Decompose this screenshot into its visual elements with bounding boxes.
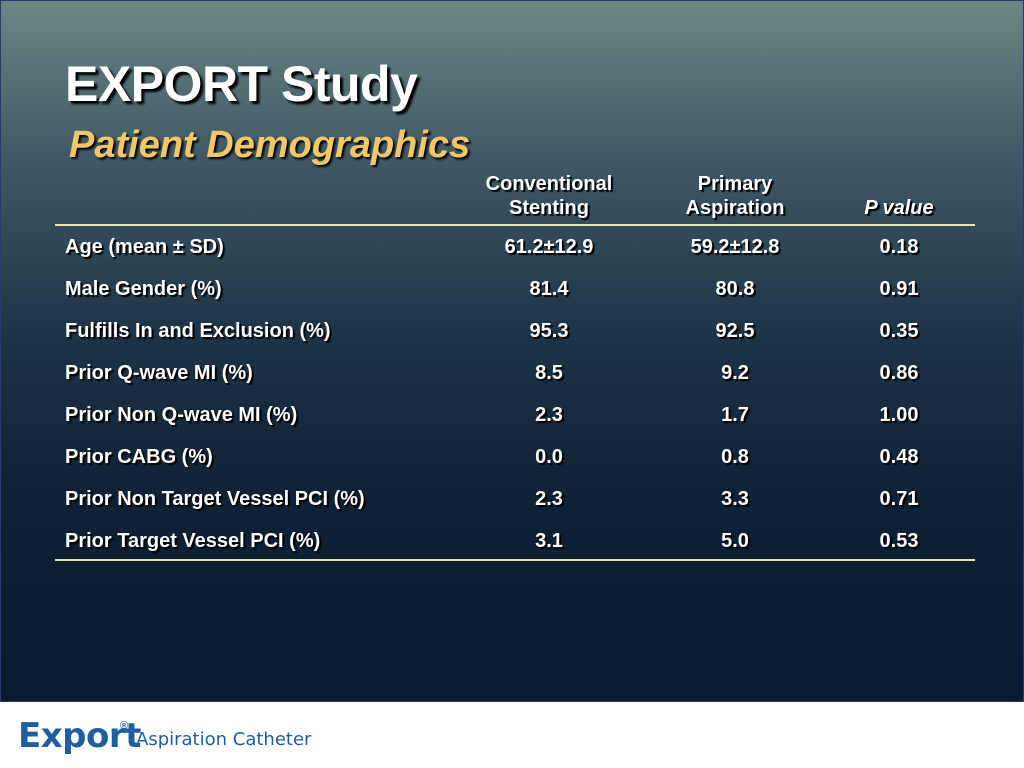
table-row: Age (mean ± SD) 61.2±12.9 59.2±12.8 0.18 — [1, 232, 1024, 274]
p-value: 1.00 — [879, 404, 919, 426]
primary-aspiration-value: 59.2±12.8 — [690, 236, 780, 258]
registered-mark: ® — [120, 720, 129, 732]
primary-aspiration-value: 1.7 — [721, 404, 749, 426]
table-row: Prior Target Vessel PCI (%) 3.1 5.0 0.53 — [1, 526, 1024, 568]
column-header-line: Conventional — [485, 173, 613, 195]
row-label: Fulfills In and Exclusion (%) — [65, 320, 331, 342]
column-header-line: Stenting — [509, 197, 589, 219]
logo-wordmark: Export — [18, 716, 141, 756]
row-label: Age (mean ± SD) — [65, 236, 224, 258]
row-label: Prior Non Q-wave MI (%) — [65, 404, 298, 426]
p-value: 0.91 — [879, 278, 919, 300]
primary-aspiration-value: 3.3 — [721, 488, 749, 510]
primary-aspiration-value: 0.8 — [721, 446, 749, 468]
conventional-stenting-value: 61.2±12.9 — [504, 236, 594, 258]
column-header-conventional-stenting: Conventional Stenting — [469, 172, 629, 220]
p-value: 0.86 — [879, 362, 919, 384]
table-row: Male Gender (%) 81.4 80.8 0.91 — [1, 274, 1024, 316]
table-top-rule — [55, 224, 975, 226]
row-label: Male Gender (%) — [65, 278, 222, 300]
p-value: 0.48 — [879, 446, 919, 468]
table-row: Prior Non Q-wave MI (%) 2.3 1.7 1.00 — [1, 400, 1024, 442]
conventional-stenting-value: 81.4 — [529, 278, 569, 300]
primary-aspiration-value: 9.2 — [721, 362, 749, 384]
primary-aspiration-value: 80.8 — [715, 278, 755, 300]
conventional-stenting-value: 8.5 — [535, 362, 563, 384]
slide-subtitle: Patient Demographics — [69, 124, 471, 166]
column-header-line: Aspiration — [685, 197, 785, 219]
table-row: Prior CABG (%) 0.0 0.8 0.48 — [1, 442, 1024, 484]
p-value: 0.71 — [879, 488, 919, 510]
table-row: Fulfills In and Exclusion (%) 95.3 92.5 0.3… — [1, 316, 1024, 358]
p-value: 0.53 — [879, 530, 919, 552]
column-header-p-value: P value — [819, 196, 979, 220]
footer-bar: Export ® Aspiration Catheter — [0, 702, 1024, 768]
primary-aspiration-value: 92.5 — [715, 320, 755, 342]
column-header-line: Primary — [697, 173, 773, 195]
table-row: Prior Q-wave MI (%) 8.5 9.2 0.86 — [1, 358, 1024, 400]
p-value: 0.35 — [879, 320, 919, 342]
row-label: Prior Target Vessel PCI (%) — [65, 530, 321, 552]
primary-aspiration-value: 5.0 — [721, 530, 749, 552]
conventional-stenting-value: 95.3 — [529, 320, 569, 342]
p-value: 0.18 — [879, 236, 919, 258]
conventional-stenting-value: 3.1 — [535, 530, 563, 552]
row-label: Prior CABG (%) — [65, 446, 213, 468]
conventional-stenting-value: 2.3 — [535, 404, 563, 426]
slide-title: EXPORT Study — [65, 56, 418, 112]
column-header-line: P value — [864, 197, 934, 219]
row-label: Prior Q-wave MI (%) — [65, 362, 253, 384]
slide-background: EXPORT Study Patient Demographics Conven… — [0, 0, 1024, 702]
table-row: Prior Non Target Vessel PCI (%) 2.3 3.3 0.7… — [1, 484, 1024, 526]
conventional-stenting-value: 2.3 — [535, 488, 563, 510]
row-label: Prior Non Target Vessel PCI (%) — [65, 488, 365, 510]
conventional-stenting-value: 0.0 — [535, 446, 563, 468]
logo-subtitle: Aspiration Catheter — [136, 729, 312, 750]
table-bottom-rule — [55, 559, 975, 561]
column-header-primary-aspiration: Primary Aspiration — [655, 172, 815, 220]
